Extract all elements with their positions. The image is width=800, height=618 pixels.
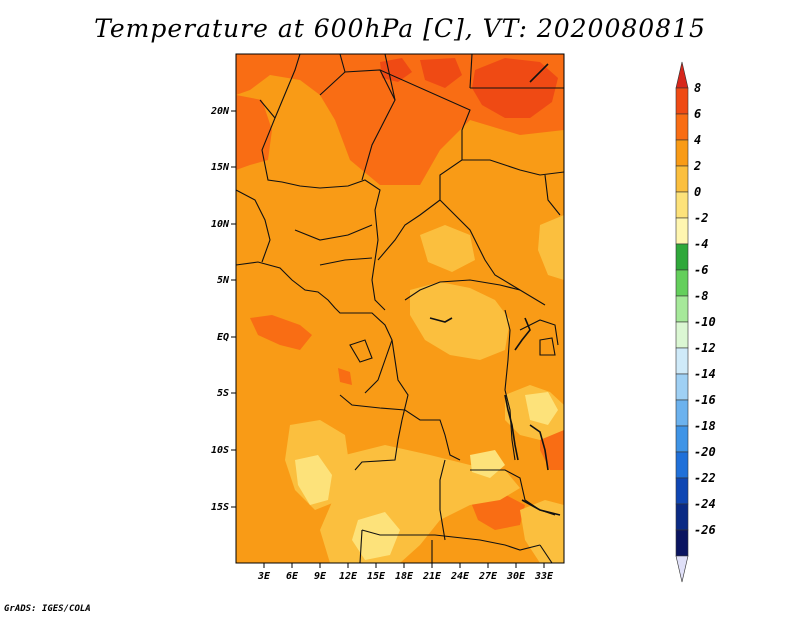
field-mild-north — [420, 225, 475, 272]
colorbar-swatch — [675, 451, 689, 479]
lat-label: 20N — [210, 106, 230, 117]
colorbar-swatch — [675, 347, 689, 375]
field-warm-gabon — [250, 315, 312, 350]
colorbar-label: -12 — [694, 341, 716, 355]
field-cool-c — [470, 450, 505, 478]
chart-title: Temperature at 600hPa [C], VT: 202008081… — [94, 14, 706, 43]
colorbar-label: -16 — [694, 393, 716, 407]
lon-label: 33E — [534, 571, 554, 582]
lat-label: 15S — [211, 502, 229, 513]
colorbar-label: 6 — [694, 107, 701, 121]
colorbar-swatch — [675, 217, 689, 245]
lon-label: 9E — [314, 571, 327, 582]
lon-label: 27E — [478, 571, 498, 582]
colorbar-swatch — [675, 191, 689, 219]
colorbar-swatch — [675, 165, 689, 193]
colorbar-swatch — [675, 477, 689, 505]
colorbar-swatch — [675, 529, 689, 557]
colorbar-swatch — [675, 425, 689, 453]
lat-label: 15N — [211, 162, 230, 173]
field-hot-n1 — [380, 58, 412, 82]
colorbar-labels: 8 6 4 2 0 -2 -4 -6 -8 -10 -12 -14 -16 -1… — [693, 81, 716, 537]
field-cool-s — [352, 512, 400, 560]
colorbar-label: 2 — [693, 159, 701, 173]
colorbar-label: -8 — [694, 289, 708, 303]
map-frame — [235, 53, 565, 564]
field-warm-west — [236, 95, 272, 170]
lat-label: EQ — [217, 332, 229, 343]
colorbar-label: 4 — [694, 133, 701, 147]
lakes-and-coast — [429, 63, 561, 516]
colorbar — [675, 61, 689, 583]
colorbar-label: -14 — [694, 367, 716, 381]
colorbar-label: -2 — [694, 211, 708, 225]
colorbar-swatch — [675, 243, 689, 271]
colorbar-label: -18 — [694, 419, 716, 433]
axis-ticks — [231, 110, 545, 568]
colorbar-label: -24 — [694, 497, 716, 511]
lon-label: 18E — [395, 571, 414, 582]
field-warm-congo-coast — [338, 368, 352, 385]
temperature-field — [236, 54, 564, 563]
longitude-labels: 3E 6E 9E 12E 15E 18E 21E 24E 27E 30E 33E — [257, 571, 554, 582]
colorbar-top-arrow — [675, 61, 689, 89]
colorbar-swatch — [675, 503, 689, 531]
lat-label: 10S — [211, 445, 229, 456]
field-cool-sw — [295, 455, 332, 505]
colorbar-label: -6 — [694, 263, 708, 277]
field-hot-n2 — [420, 58, 462, 88]
lon-label: 30E — [506, 571, 526, 582]
field-cool-e — [525, 392, 558, 425]
colorbar-swatch — [675, 87, 689, 115]
lon-label: 12E — [339, 571, 358, 582]
colorbar-label: -4 — [694, 237, 708, 251]
lat-label: 10N — [211, 219, 230, 230]
colorbar-swatch — [675, 139, 689, 167]
colorbar-label: -20 — [694, 445, 716, 459]
colorbar-swatch — [675, 269, 689, 297]
lon-label: 6E — [286, 571, 299, 582]
colorbar-label: -26 — [694, 523, 716, 537]
colorbar-label: -10 — [694, 315, 716, 329]
colorbar-label: 0 — [694, 185, 701, 199]
colorbar-label: 8 — [694, 81, 701, 95]
colorbar-swatch — [675, 321, 689, 349]
lon-label: 3E — [257, 571, 271, 582]
colorbar-swatch — [675, 399, 689, 427]
colorbar-swatch — [675, 373, 689, 401]
field-mild-central — [410, 282, 510, 360]
lat-label: 5N — [217, 275, 230, 286]
grads-credit: GrADS: IGES/COLA — [4, 604, 91, 614]
colorbar-bottom-arrow — [675, 555, 689, 583]
latitude-labels: 20N 15N 10N 5N EQ 5S 10S 15S — [210, 106, 230, 513]
colorbar-swatch — [675, 295, 689, 323]
lon-label: 15E — [367, 571, 386, 582]
field-mild-e2 — [538, 215, 564, 280]
colorbar-swatch — [675, 113, 689, 141]
lat-label: 5S — [217, 388, 229, 399]
lon-label: 21E — [422, 571, 442, 582]
colorbar-label: -22 — [694, 471, 716, 485]
country-borders — [236, 54, 564, 563]
lon-label: 24E — [450, 571, 470, 582]
